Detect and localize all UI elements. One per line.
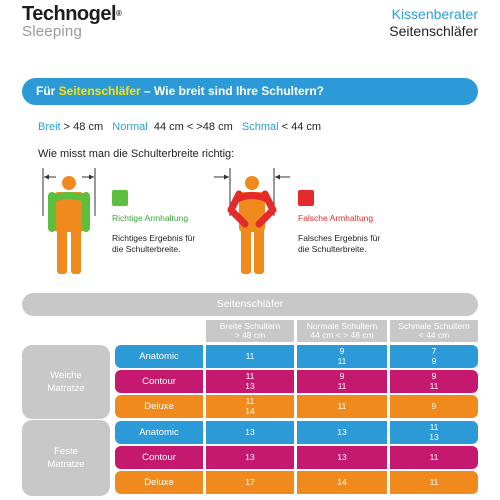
size-key-narrow: Schmal (241, 121, 279, 133)
size-value-narrow: < 44 cm (278, 121, 322, 133)
table-cell: 11 (206, 345, 294, 368)
wrong-posture-label: Falsche Armhaltung (298, 213, 374, 223)
shoulder-size-legend: Breit > 48 cm Normal 44 cm < >48 cm Schm… (38, 121, 321, 133)
wrong-posture-figure (214, 168, 290, 274)
table-title: Seitenschläfer (216, 298, 284, 310)
question-banner (22, 78, 478, 105)
column-header-narrow: Schmale Schultern < 44 cm (390, 320, 478, 342)
page-heading-line2: Seitenschläfer (389, 23, 478, 39)
cell-value: 13 (337, 426, 347, 437)
cell-value: 11 (337, 400, 347, 411)
size-key-normal: Normal (112, 121, 148, 133)
column-header-normal-l1: Normale Schultern (306, 320, 378, 331)
correct-result-line2: die Schulterbreite. (112, 244, 181, 254)
table-cell: 13 (206, 446, 294, 469)
table-cell: 13 (297, 446, 387, 469)
column-header-narrow-l2: < 44 cm (418, 330, 450, 340)
cell-value: 9 (431, 371, 437, 381)
question-banner-text: Für Seitenschläfer – Wie breit sind Ihre… (36, 84, 324, 98)
cell-value: 11 (429, 451, 439, 462)
banner-highlight: Seitenschläfer (58, 84, 141, 98)
table-cell: 11 (390, 471, 478, 494)
wrong-result-line1: Falsches Ergebnis für (298, 233, 381, 243)
table-cell: 9 11 (297, 345, 387, 368)
cell-value: 7 (431, 346, 437, 356)
table-cell: 17 (206, 471, 294, 494)
group-firm-l1: Feste (54, 446, 78, 457)
size-value-broad: > 48 cm (60, 121, 104, 133)
page-heading: Kissenberater Seitenschläfer (389, 6, 478, 40)
table-cell: 11 (390, 446, 478, 469)
banner-suffix: – Wie breit sind Ihre Schultern? (140, 84, 324, 98)
table-cell: 11 13 (390, 421, 478, 444)
group-soft-l2: Matratze (47, 383, 85, 394)
table-cell: 9 (390, 395, 478, 418)
table-cell: 11 (297, 395, 387, 418)
cell-value: 11 (337, 355, 347, 366)
table-cell: 9 11 (390, 370, 478, 393)
column-header-narrow-l1: Schmale Schultern (398, 320, 470, 331)
table-cell: 9 11 (297, 370, 387, 393)
correct-posture-figure (42, 168, 96, 274)
cell-value: 11 (429, 380, 439, 391)
row-label-anatomic-firm: Anatomic (115, 421, 203, 444)
table-cell: 13 (297, 421, 387, 444)
correct-posture-label: Richtige Armhaltung (112, 213, 189, 223)
row-label-deluxe-firm: Deluxe (115, 471, 203, 494)
table-cell: 13 (206, 421, 294, 444)
cell-value: 11 (429, 476, 439, 487)
brand-registered-mark: ® (116, 9, 122, 18)
table-cell: 14 (297, 471, 387, 494)
row-label-anatomic-soft: Anatomic (115, 345, 203, 368)
group-firm-mattress: Feste Matratze (22, 420, 110, 496)
column-header-broad: Breite Schultern > 48 cm (206, 320, 294, 342)
brand-logo: Technogel® Sleeping (22, 3, 122, 40)
row-label-contour-soft: Contour (115, 370, 203, 393)
table-cell: 11 14 (206, 395, 294, 418)
cell-value: 11 (429, 422, 439, 432)
table-cell: 11 13 (206, 370, 294, 393)
size-key-broad: Breit (38, 121, 61, 133)
cell-value: 9 (431, 400, 437, 411)
group-soft-l1: Weiche (50, 370, 82, 381)
cell-value: 9 (431, 355, 437, 366)
row-label-contour-firm: Contour (115, 446, 203, 469)
cell-value: 11 (245, 350, 255, 361)
row-label-deluxe-soft: Deluxe (115, 395, 203, 418)
cell-value: 11 (245, 396, 255, 406)
cell-value: 13 (429, 431, 439, 442)
brand-subline: Sleeping (22, 23, 82, 40)
banner-prefix: Für (36, 84, 59, 98)
wrong-result-line2: die Schulterbreite. (298, 244, 367, 254)
group-firm-l2: Matratze (47, 459, 85, 470)
wrong-color-swatch (298, 190, 314, 206)
cell-value: 13 (245, 426, 255, 437)
brand-name: Technogel (22, 3, 117, 25)
group-soft-mattress: Weiche Matratze (22, 345, 110, 419)
cell-value: 13 (337, 451, 347, 462)
cell-value: 11 (337, 380, 347, 391)
size-value-normal: 44 cm < >48 cm (153, 121, 233, 133)
page-heading-line1: Kissenberater (391, 6, 478, 22)
table-title-bar (22, 293, 478, 316)
column-header-normal: Normale Schultern 44 cm < > 48 cm (297, 320, 387, 342)
cell-value: 17 (245, 476, 255, 487)
cell-value: 14 (337, 476, 347, 487)
cell-value: 14 (245, 405, 255, 416)
cell-value: 9 (339, 371, 345, 381)
column-header-broad-l1: Breite Schultern (219, 320, 281, 331)
measure-instructions: Wie misst man die Schulterbreite richtig… (38, 148, 235, 160)
correct-result-line1: Richtiges Ergebnis für (112, 233, 196, 243)
cell-value: 9 (339, 346, 345, 356)
cell-value: 13 (245, 380, 255, 391)
column-header-broad-l2: > 48 cm (234, 330, 266, 340)
cell-value: 11 (245, 371, 255, 381)
correct-color-swatch (112, 190, 128, 206)
cell-value: 13 (245, 451, 255, 462)
column-header-normal-l2: 44 cm < > 48 cm (310, 330, 374, 340)
